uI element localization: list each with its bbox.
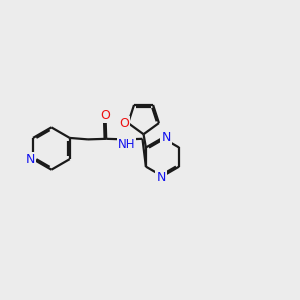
Text: NH: NH (118, 138, 135, 151)
Text: O: O (101, 109, 111, 122)
Text: O: O (119, 117, 129, 130)
Text: N: N (26, 153, 35, 166)
Text: N: N (161, 131, 171, 144)
Text: N: N (156, 171, 166, 184)
